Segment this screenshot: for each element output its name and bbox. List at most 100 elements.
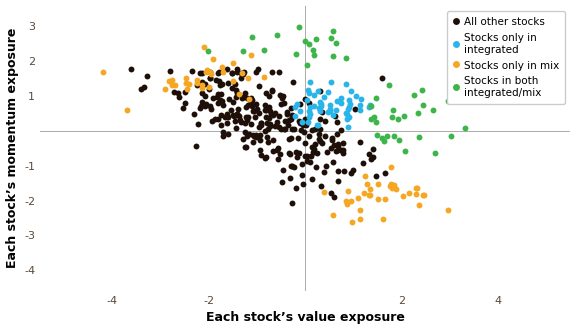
Point (274, 156, 283, 161)
Point (336, 95, 346, 101)
Point (213, 94, 222, 100)
Point (197, 80, 206, 85)
Point (232, 125, 241, 131)
Point (349, 168, 358, 173)
Point (232, 87, 241, 93)
Point (390, 182, 399, 187)
Point (137, 87, 146, 92)
Point (347, 199, 356, 204)
Point (210, 116, 219, 121)
Point (339, 150, 348, 156)
Point (289, 127, 298, 132)
Point (308, 145, 317, 150)
Point (377, 75, 386, 81)
Point (238, 137, 248, 142)
Point (295, 109, 304, 114)
Point (206, 70, 215, 75)
Point (304, 91, 313, 96)
Point (255, 133, 264, 138)
Point (248, 140, 257, 145)
Point (342, 199, 351, 204)
Point (281, 127, 290, 132)
Point (173, 90, 183, 95)
Point (197, 103, 206, 109)
Point (195, 70, 204, 75)
Point (228, 85, 237, 91)
Point (369, 154, 378, 159)
Point (261, 107, 270, 112)
Point (444, 99, 453, 104)
Point (314, 137, 323, 142)
Point (289, 79, 298, 84)
Point (315, 138, 324, 144)
Point (233, 106, 242, 112)
Point (262, 135, 271, 140)
Point (262, 90, 271, 95)
Point (280, 127, 289, 132)
Point (317, 140, 327, 145)
Point (365, 186, 374, 191)
Point (217, 81, 226, 86)
Point (224, 97, 233, 102)
Point (351, 93, 361, 99)
Point (319, 169, 328, 174)
Point (250, 115, 259, 120)
Point (287, 163, 297, 169)
Point (280, 101, 289, 106)
Point (260, 129, 270, 134)
Point (143, 74, 152, 79)
Point (215, 83, 224, 88)
Point (346, 88, 355, 93)
Point (241, 144, 251, 149)
Point (286, 163, 295, 169)
Point (206, 70, 215, 75)
Point (232, 111, 241, 116)
Point (218, 103, 228, 108)
Point (229, 99, 238, 105)
Point (246, 100, 255, 105)
Point (305, 104, 314, 109)
Point (229, 113, 238, 118)
Point (431, 150, 440, 156)
Point (282, 111, 291, 116)
Point (140, 85, 149, 90)
Point (334, 144, 343, 149)
Point (365, 192, 374, 197)
Point (293, 154, 302, 160)
Point (299, 123, 308, 128)
Point (342, 112, 351, 117)
Point (285, 137, 294, 142)
Point (310, 126, 320, 132)
Point (261, 154, 270, 160)
Point (412, 192, 421, 197)
Point (294, 150, 304, 155)
Point (216, 91, 225, 96)
Point (252, 101, 261, 107)
Point (236, 119, 245, 124)
Point (301, 96, 310, 101)
Point (218, 70, 227, 75)
Point (417, 87, 426, 93)
Point (355, 107, 365, 113)
Point (336, 100, 346, 105)
Point (260, 108, 270, 113)
Point (313, 122, 323, 127)
Point (447, 133, 456, 139)
Point (200, 81, 209, 86)
Point (215, 98, 225, 103)
Point (341, 82, 350, 87)
Point (285, 117, 294, 122)
Point (213, 116, 222, 122)
Point (213, 101, 222, 106)
Point (418, 103, 427, 108)
Point (217, 113, 226, 118)
Point (208, 95, 217, 100)
Point (415, 202, 424, 208)
Point (372, 132, 381, 137)
Point (326, 145, 335, 150)
Point (332, 131, 342, 137)
Point (261, 156, 270, 161)
Point (346, 170, 355, 176)
Point (259, 48, 268, 53)
Point (234, 114, 244, 119)
